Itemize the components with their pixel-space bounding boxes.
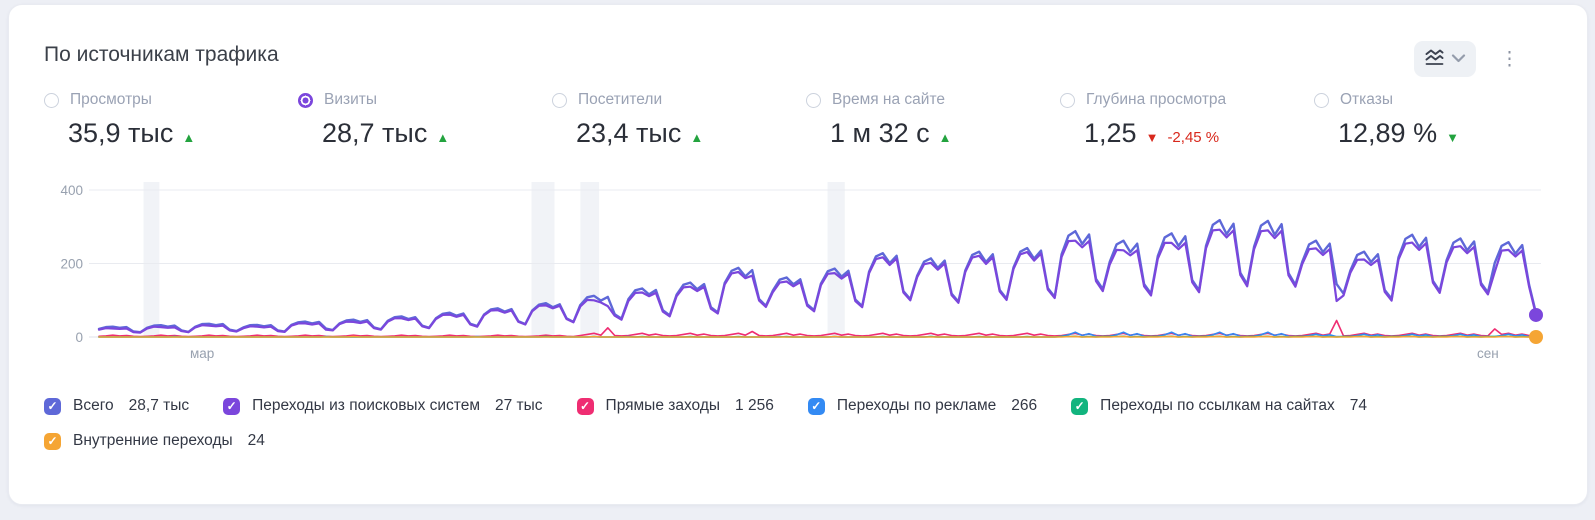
legend-value: 28,7 тыс — [128, 397, 190, 414]
radio-icon[interactable] — [298, 92, 313, 108]
svg-text:мар: мар — [190, 346, 214, 361]
legend-value: 74 — [1349, 397, 1367, 414]
metric-visits[interactable]: Визиты 28,7 тыс ▲ — [298, 91, 552, 149]
metric-value: 1 м 32 с — [830, 118, 930, 148]
legend-label: Переходы из поисковых систем — [252, 397, 480, 414]
trend-arrow-icon: ▲ — [182, 130, 196, 145]
metric-delta: -2,45 % — [1167, 129, 1220, 146]
legend-label: Внутренние переходы — [73, 432, 233, 449]
legend-item-internal[interactable]: ✓ Внутренние переходы 24 — [44, 432, 265, 450]
traffic-line-chart[interactable]: 0 200 400 мар сен — [39, 180, 1559, 372]
svg-text:0: 0 — [75, 330, 83, 345]
metric-value: 23,4 тыс — [576, 118, 682, 148]
radio-icon[interactable] — [1314, 92, 1329, 108]
svg-text:400: 400 — [60, 183, 83, 198]
chart-type-button[interactable] — [1414, 41, 1476, 77]
metric-label: Просмотры — [70, 91, 152, 108]
legend-value: 266 — [1011, 397, 1038, 414]
metric-value: 1,25 — [1084, 118, 1137, 148]
metric-selector: Просмотры 35,9 тыс ▲ Визиты 28,7 тыс ▲ П… — [44, 91, 1568, 149]
kebab-menu-icon[interactable]: ⋮ — [1500, 48, 1519, 70]
legend-item-ads[interactable]: ✓ Переходы по рекламе 266 — [807, 397, 1038, 415]
chart-legend: ✓ Всего 28,7 тыс ✓ Переходы из поисковых… — [44, 397, 1568, 450]
wave-lines-icon — [1424, 47, 1445, 71]
metric-value: 35,9 тыс — [68, 118, 174, 148]
checkbox-icon[interactable]: ✓ — [44, 397, 61, 415]
metric-value: 28,7 тыс — [322, 118, 428, 148]
checkbox-icon[interactable]: ✓ — [223, 397, 241, 415]
svg-text:сен: сен — [1477, 346, 1499, 361]
metric-label: Глубина просмотра — [1086, 91, 1227, 108]
checkbox-icon[interactable]: ✓ — [44, 432, 61, 450]
chevron-down-icon — [1451, 50, 1466, 68]
legend-label: Переходы по ссылкам на сайтах — [1100, 397, 1335, 414]
legend-label: Прямые заходы — [605, 397, 721, 414]
radio-icon[interactable] — [806, 92, 821, 108]
legend-item-search[interactable]: ✓ Переходы из поисковых систем 27 тыс — [223, 397, 543, 415]
metric-label: Визиты — [324, 91, 378, 108]
trend-arrow-icon: ▲ — [436, 130, 450, 145]
widget-title: По источникам трафика — [44, 43, 279, 66]
metric-views[interactable]: Просмотры 35,9 тыс ▲ — [44, 91, 298, 149]
legend-value: 1 256 — [735, 397, 774, 414]
checkbox-icon[interactable]: ✓ — [807, 397, 825, 415]
checkbox-icon[interactable]: ✓ — [1071, 397, 1089, 415]
legend-item-direct[interactable]: ✓ Прямые заходы 1 256 — [576, 397, 774, 415]
metric-visitors[interactable]: Посетители 23,4 тыс ▲ — [552, 91, 806, 149]
trend-arrow-icon: ▼ — [1145, 130, 1159, 145]
legend-value: 24 — [247, 432, 265, 449]
legend-label: Всего — [73, 397, 114, 414]
legend-item-site-links[interactable]: ✓ Переходы по ссылкам на сайтах 74 — [1071, 397, 1367, 415]
widget-controls: ⋮ — [1414, 41, 1519, 77]
metric-value: 12,89 % — [1338, 118, 1438, 148]
checkbox-icon[interactable]: ✓ — [576, 397, 594, 415]
radio-icon[interactable] — [552, 92, 567, 108]
radio-icon[interactable] — [1060, 92, 1075, 108]
traffic-sources-widget: По источникам трафика ⋮ Просмотры 35,9 т… — [8, 4, 1588, 505]
trend-arrow-icon: ▲ — [690, 130, 704, 145]
metric-label: Отказы — [1340, 91, 1393, 108]
metric-label: Время на сайте — [832, 91, 945, 108]
radio-icon[interactable] — [44, 92, 59, 108]
trend-arrow-icon: ▲ — [938, 130, 952, 145]
svg-text:200: 200 — [60, 257, 83, 272]
metric-bounces[interactable]: Отказы 12,89 % ▼ — [1314, 91, 1568, 149]
legend-value: 27 тыс — [495, 397, 543, 414]
metric-depth[interactable]: Глубина просмотра 1,25 ▼ -2,45 % — [1060, 91, 1314, 149]
metric-label: Посетители — [578, 91, 663, 108]
legend-label: Переходы по рекламе — [836, 397, 997, 414]
legend-item-total[interactable]: ✓ Всего 28,7 тыс — [44, 397, 189, 415]
trend-arrow-icon: ▼ — [1446, 130, 1459, 145]
metric-time-on-site[interactable]: Время на сайте 1 м 32 с ▲ — [806, 91, 1060, 149]
